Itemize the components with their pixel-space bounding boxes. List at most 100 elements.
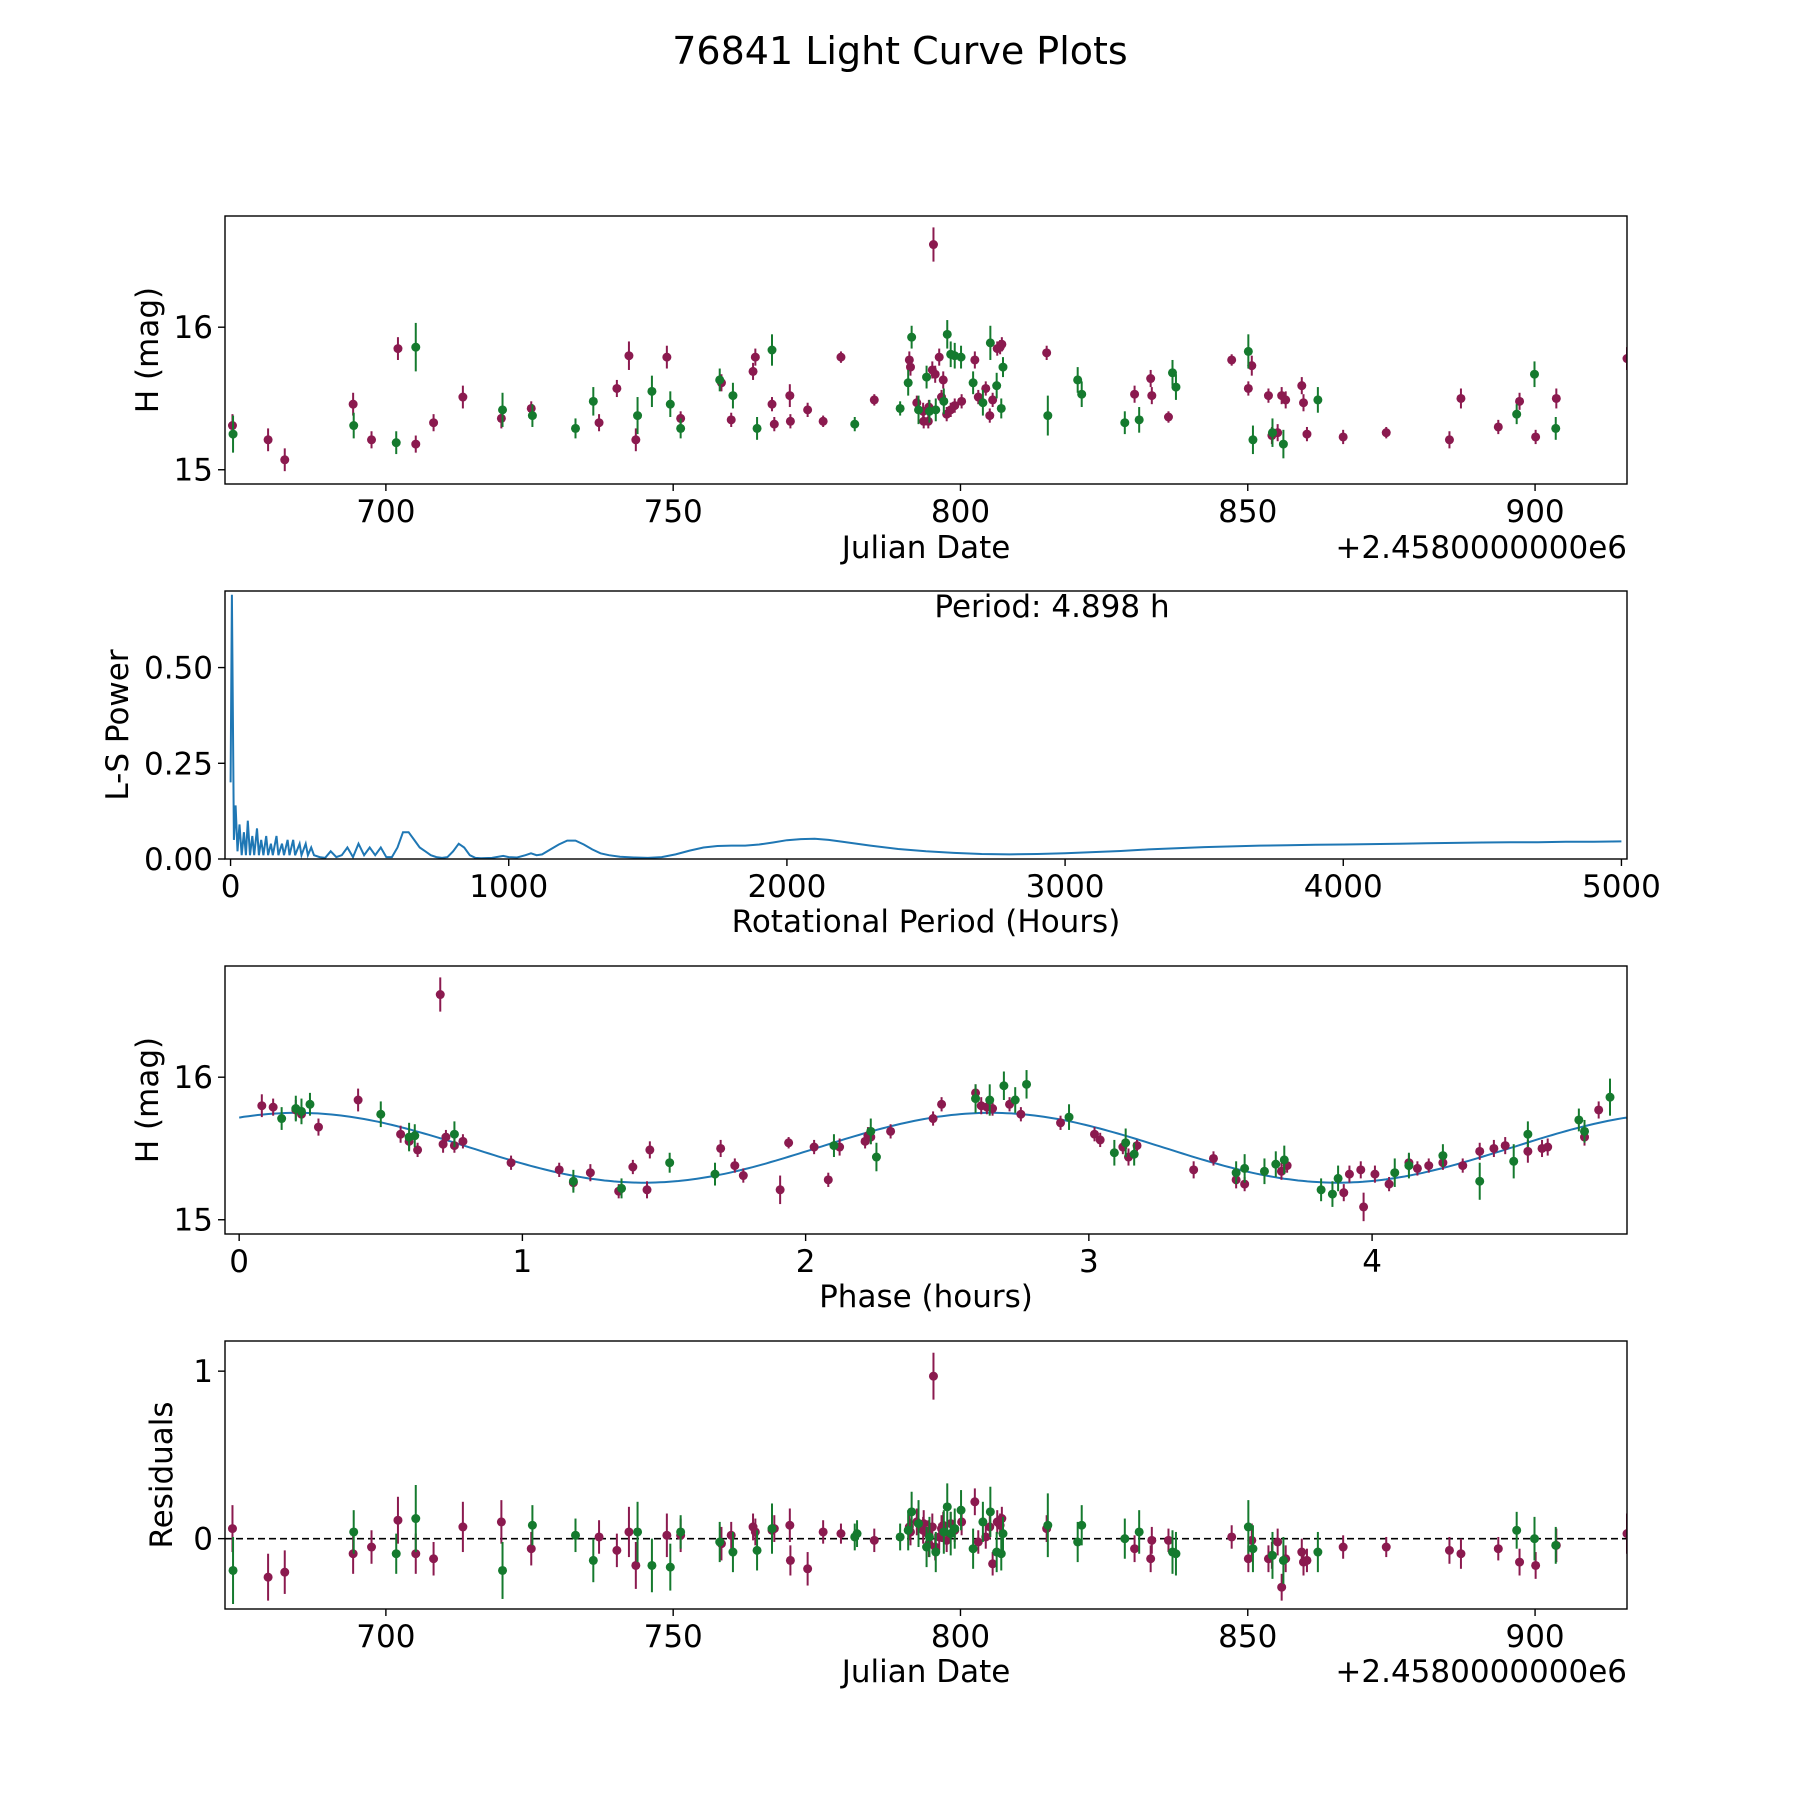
lightcurve-point: [869, 395, 879, 405]
residuals-point: [1302, 1555, 1312, 1565]
lightcurve-point: [1338, 432, 1348, 442]
lightcurve-point: [633, 411, 643, 421]
phased-point: [823, 1175, 833, 1185]
lightcurve-point: [1073, 375, 1083, 385]
phased-point: [1333, 1173, 1343, 1183]
residuals-ticks: 700 750 800 850 900 0 1: [193, 1354, 1564, 1655]
periodogram-xtick-label: 4000: [1304, 869, 1383, 905]
phased-point: [1594, 1105, 1604, 1115]
periodogram-xtick-label: 0: [221, 869, 241, 905]
lightcurve-point: [950, 401, 960, 411]
lightcurve-panel: 700 750 800 850 900 15 16 Julian Date +2.45800…: [130, 215, 1628, 566]
lightcurve-point: [1043, 411, 1053, 421]
lightcurve-point: [726, 415, 736, 425]
periodogram-ytick-label: 0.00: [144, 842, 213, 878]
phased-marks: [239, 977, 1627, 1222]
phased-xtick-label: 0: [229, 1244, 249, 1280]
residuals-point: [1043, 1520, 1053, 1530]
periodogram-xtick-label: 2000: [747, 869, 826, 905]
phased-point: [1412, 1163, 1422, 1173]
residuals-marks: [225, 1352, 1627, 1604]
lightcurve-point: [1299, 398, 1309, 408]
residuals-xtick-label: 900: [1505, 1619, 1564, 1655]
lightcurve-point: [895, 403, 905, 413]
lightcurve-point: [992, 381, 1002, 391]
periodogram-xtick-label: 5000: [1582, 869, 1661, 905]
lightcurve-point: [767, 399, 777, 409]
phased-point: [1016, 1109, 1026, 1119]
residuals-point: [1130, 1544, 1140, 1554]
residuals-point: [985, 1507, 995, 1517]
residuals-xtick-label: 800: [931, 1619, 990, 1655]
phased-ticks: 0 1 2 3 4 15 16: [174, 1060, 1382, 1280]
phased-point: [1404, 1161, 1414, 1171]
residuals-point: [1277, 1582, 1287, 1592]
phased-xtick-label: 2: [796, 1244, 816, 1280]
lightcurve-point: [571, 423, 580, 433]
residuals-point: [631, 1560, 641, 1570]
residuals-xtick-label: 750: [644, 1619, 703, 1655]
residuals-point: [1493, 1544, 1503, 1554]
residuals-point: [939, 1527, 949, 1537]
lightcurve-point: [985, 411, 995, 421]
residuals-point: [1073, 1537, 1083, 1547]
lightcurve-point: [1267, 428, 1277, 438]
lightcurve-point: [228, 429, 238, 439]
lightcurve-point: [631, 435, 641, 445]
phased-point: [775, 1185, 785, 1195]
residuals-point: [1278, 1555, 1288, 1565]
lightcurve-point: [904, 355, 914, 365]
residuals-point: [367, 1542, 377, 1552]
lightcurve-axes-frame: [224, 215, 1628, 485]
lightcurve-xtick-label: 800: [931, 494, 990, 530]
residuals-point: [942, 1502, 952, 1512]
periodogram-axes-frame: [224, 590, 1628, 860]
residuals-point: [1512, 1525, 1522, 1535]
residuals-point: [393, 1515, 403, 1525]
lightcurve-point: [923, 416, 933, 426]
phased-point: [716, 1143, 726, 1153]
residuals-point: [767, 1524, 777, 1534]
phased-point: [628, 1162, 638, 1172]
residuals-point: [571, 1530, 580, 1540]
residuals-offset-text: +2.4580000000e6: [1335, 1654, 1627, 1690]
lightcurve-point: [1313, 395, 1323, 405]
phased-point: [1370, 1169, 1380, 1179]
residuals-point: [496, 1517, 506, 1527]
residuals-point: [1531, 1560, 1541, 1570]
phased-point: [617, 1183, 627, 1193]
residuals-point: [665, 1562, 675, 1572]
lightcurve-point: [836, 352, 846, 362]
phased-point: [1475, 1176, 1485, 1186]
residuals-point: [1077, 1520, 1087, 1530]
phased-xlabel: Phase (hours): [819, 1279, 1033, 1315]
lightcurve-point: [367, 435, 377, 445]
phased-xtick-label: 1: [513, 1244, 533, 1280]
phased-point: [1424, 1161, 1434, 1171]
periodogram-line: [229, 594, 1622, 859]
residuals-point: [612, 1545, 622, 1555]
phased-point: [506, 1158, 516, 1168]
residuals-point: [1444, 1545, 1454, 1555]
lightcurve-ytick-label: 15: [174, 453, 213, 489]
lightcurve-point: [662, 352, 672, 362]
residuals-point: [978, 1517, 988, 1527]
phased-point: [441, 1132, 451, 1142]
residuals-xlabel: Julian Date: [840, 1654, 1011, 1690]
phased-point: [784, 1138, 794, 1148]
residuals-point: [752, 1545, 762, 1555]
periodogram-xtick-label: 3000: [1026, 869, 1105, 905]
lightcurve-point: [1551, 423, 1561, 433]
phased-point: [1109, 1148, 1119, 1158]
lightcurve-point: [903, 378, 913, 388]
residuals-point: [1243, 1522, 1253, 1532]
residuals-point: [228, 1565, 238, 1575]
lightcurve-point: [1077, 389, 1087, 399]
phased-point: [1316, 1185, 1326, 1195]
lightcurve-point: [785, 391, 795, 401]
lightcurve-point: [263, 435, 273, 445]
phased-point: [985, 1095, 995, 1105]
lightcurve-point: [411, 439, 421, 449]
residuals-point: [1134, 1527, 1144, 1537]
